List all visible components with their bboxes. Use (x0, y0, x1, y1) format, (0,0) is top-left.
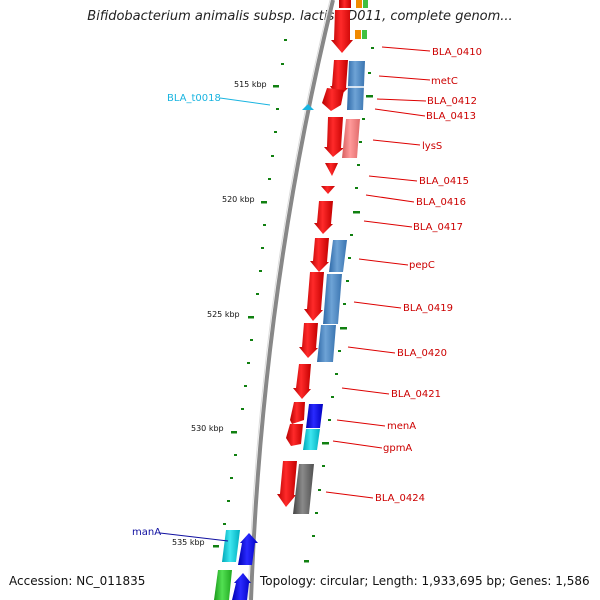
trna-marker (302, 104, 314, 110)
gene-partial-top-green (363, 0, 368, 8)
trna-callout-line (219, 97, 271, 106)
gene-block-mena (306, 404, 323, 428)
gene-arrow-bla0421 (293, 364, 311, 399)
gene-block-lyss (342, 119, 360, 158)
trna-label[interactable]: BLA_t0018 (167, 93, 221, 104)
gene-label-bla0413[interactable]: BLA_0413 (426, 111, 476, 122)
genome-track-line (249, 0, 335, 600)
gene-block-bla0424 (293, 464, 314, 514)
gene-arrow-bla0424 (277, 461, 297, 507)
gene-callout-lines (325, 46, 431, 499)
gene-arrow-bla0415 (325, 163, 338, 176)
scale-label-535: 535 kbp (172, 538, 205, 547)
gene-partial-top-orange (356, 0, 362, 8)
gene-partial-top (339, 0, 351, 8)
gene-block-mana (222, 530, 240, 562)
gene-label-bla0421[interactable]: BLA_0421 (391, 389, 441, 400)
mana-callout-line (159, 532, 229, 542)
gene-partial-top-green-2 (362, 30, 367, 39)
gene-arrow-pepc (310, 238, 329, 272)
gene-label-bla0417[interactable]: BLA_0417 (413, 222, 463, 233)
gene-block-gpma (303, 429, 320, 450)
gene-block-bottom-green (214, 570, 232, 600)
scale-label-530: 530 kbp (191, 424, 224, 433)
map-title: Bifidobacterium animalis subsp. lactis A… (87, 9, 513, 24)
gene-label-bla0420[interactable]: BLA_0420 (397, 348, 447, 359)
accession-label: Accession: NC_011835 (9, 574, 146, 588)
gene-arrow-bla0416 (321, 186, 335, 194)
gene-label-mana[interactable]: manA (132, 527, 161, 538)
gene-partial-top-orange-2 (355, 30, 361, 39)
gene-block-bla0419 (323, 274, 342, 324)
scale-ticks-right (304, 47, 374, 563)
scale-ticks-left (213, 39, 287, 548)
gene-label-bla0415[interactable]: BLA_0415 (419, 176, 469, 187)
topology-label: Topology: circular; Length: 1,933,695 bp… (260, 574, 590, 588)
gene-arrow-mana-blue (238, 533, 258, 565)
genome-track-edge (247, 0, 331, 600)
gene-arrow-metc (330, 60, 348, 98)
gene-block-bla0420 (317, 325, 336, 362)
gene-label-metc[interactable]: metC (431, 76, 458, 87)
gene-arrow-bla0420 (299, 323, 318, 358)
gene-label-bla0410[interactable]: BLA_0410 (432, 47, 482, 58)
gene-label-gpma[interactable]: gpmA (383, 443, 412, 454)
gene-arrow-bla0412 (322, 88, 344, 111)
gene-arrow-bla0410 (331, 10, 353, 53)
gene-block-pepc (329, 240, 347, 272)
gene-arrow-bla0413 (324, 117, 344, 157)
gene-arrow-mena (290, 402, 305, 424)
gene-arrow-gpma (286, 424, 303, 446)
gene-block-metc (347, 61, 365, 110)
gene-arrow-bottom-blue (232, 573, 251, 600)
gene-label-pepc[interactable]: pepC (409, 260, 435, 271)
gene-arrow-bla0417 (314, 201, 333, 234)
gene-label-bla0419[interactable]: BLA_0419 (403, 303, 453, 314)
scale-label-515: 515 kbp (234, 80, 267, 89)
scale-label-525: 525 kbp (207, 310, 240, 319)
gene-label-bla0424[interactable]: BLA_0424 (375, 493, 425, 504)
gene-label-lyss[interactable]: lysS (422, 141, 442, 152)
scale-label-520: 520 kbp (222, 195, 255, 204)
gene-label-bla0412[interactable]: BLA_0412 (427, 96, 477, 107)
gene-label-bla0416[interactable]: BLA_0416 (416, 197, 466, 208)
gene-label-mena[interactable]: menA (387, 421, 416, 432)
gene-arrow-bla0419 (304, 272, 324, 321)
